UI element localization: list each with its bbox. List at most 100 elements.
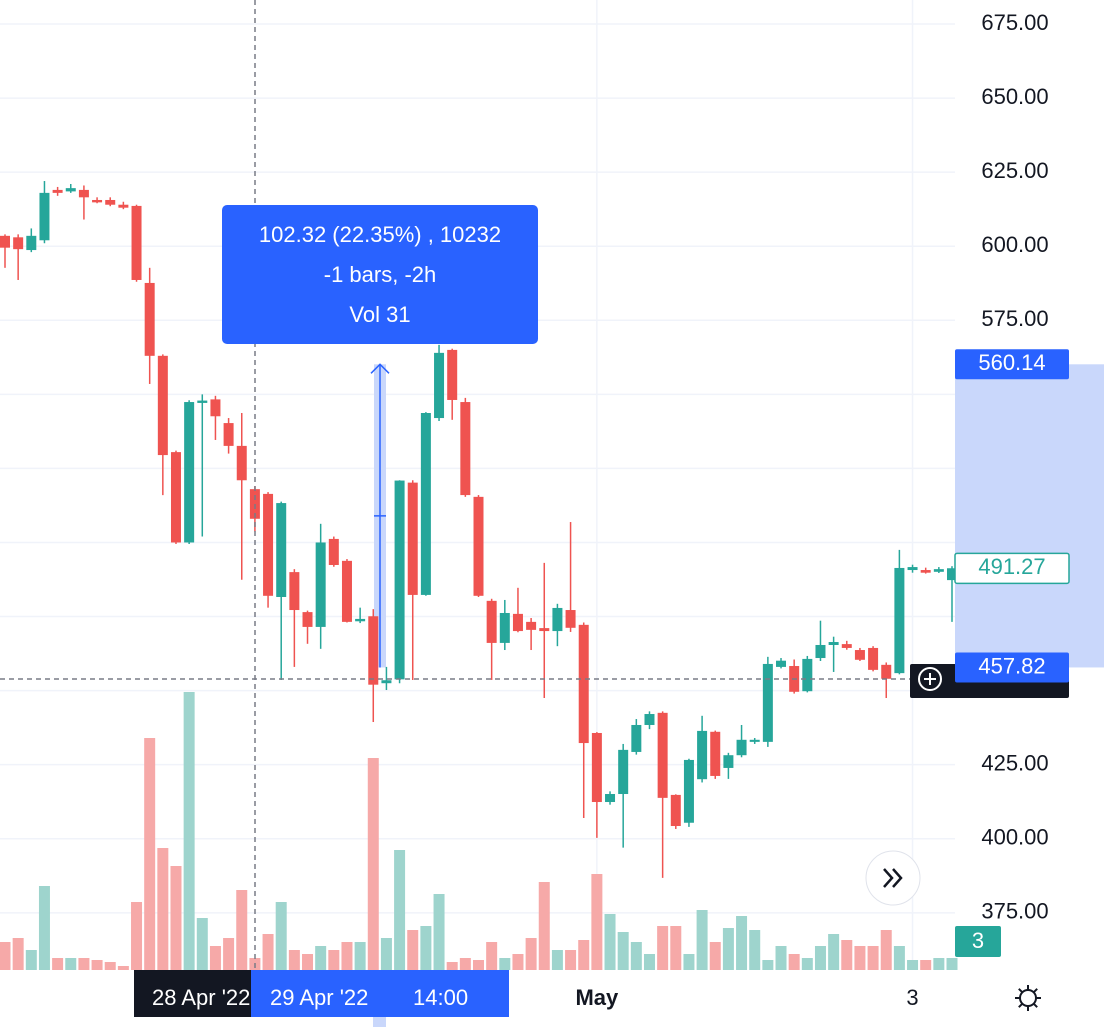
candle-body <box>868 647 879 670</box>
y-tick-label: 575.00 <box>981 306 1048 331</box>
volume-bar <box>736 916 748 970</box>
volume-bar <box>801 958 813 970</box>
y-tick-label: 675.00 <box>981 10 1048 35</box>
candle-body <box>302 612 313 627</box>
volume-bar <box>196 918 208 970</box>
volume-bar <box>367 758 379 970</box>
x-tick-label: 3 <box>906 985 918 1010</box>
candle-body <box>618 749 629 795</box>
candle-body <box>657 712 668 798</box>
candle-body <box>854 650 865 660</box>
measure-tooltip-text: Vol 31 <box>349 302 410 327</box>
add-button[interactable] <box>918 667 942 691</box>
volume-bar <box>788 954 800 970</box>
gear-tooth <box>1032 988 1038 994</box>
candle-body <box>157 355 168 456</box>
candle-body <box>394 480 405 680</box>
volume-bar <box>683 954 695 970</box>
volume-bar <box>157 848 169 970</box>
candle-body <box>92 199 103 203</box>
volume-bar <box>512 954 524 970</box>
price-label-box <box>955 349 1069 380</box>
volume-bar <box>604 914 616 970</box>
candle-body <box>420 413 431 595</box>
volume-bar <box>380 938 392 970</box>
volume-bar <box>643 954 655 970</box>
measure-tooltip <box>222 205 538 344</box>
candle-body <box>473 496 484 596</box>
candle-body <box>447 349 458 400</box>
volume-bar <box>828 934 840 970</box>
volume-bar <box>920 960 932 970</box>
candle-body <box>815 644 826 659</box>
y-tick-label: 600.00 <box>981 232 1048 257</box>
volume-bar <box>433 894 445 970</box>
volume-bar <box>551 950 563 970</box>
settings-button[interactable] <box>1015 985 1041 1011</box>
candle-body <box>170 452 181 543</box>
price-label: 560.14 <box>978 350 1045 375</box>
candle-body <box>512 613 523 632</box>
volume-bar <box>709 942 721 970</box>
volume-bar <box>25 950 37 970</box>
plot-area <box>0 181 958 970</box>
volume-bar <box>183 692 195 970</box>
candle-body <box>631 724 642 752</box>
price-label: 457.82 <box>978 653 1045 678</box>
candle-body <box>328 538 339 565</box>
volume-bar <box>907 960 919 970</box>
volume-bar <box>775 946 787 970</box>
volume-bar <box>630 942 642 970</box>
volume-bar <box>446 962 458 970</box>
candle-body <box>736 739 747 756</box>
price-label: 491.27 <box>978 554 1045 579</box>
candle-body <box>144 282 155 356</box>
candle-body <box>697 730 708 780</box>
volume-bar <box>236 890 248 970</box>
y-tick-label: 400.00 <box>981 825 1048 850</box>
candle-body <box>920 570 931 573</box>
volume-bar <box>880 930 892 970</box>
candle-body <box>236 445 247 481</box>
candle-body <box>710 731 721 776</box>
measure-axis-range <box>955 364 1104 668</box>
volume-bar <box>486 942 498 970</box>
volume-bar <box>459 958 471 970</box>
volume-bar <box>223 938 235 970</box>
gear-tooth <box>1032 1002 1038 1008</box>
candle-body <box>460 402 471 496</box>
candle-body <box>368 616 379 685</box>
candle-body <box>78 189 89 198</box>
volume-label-box <box>955 926 1001 957</box>
candle-body <box>289 572 300 611</box>
candle-body <box>947 568 957 581</box>
gear-tooth <box>1018 988 1024 994</box>
candle-body <box>762 663 773 742</box>
y-tick-label: 425.00 <box>981 750 1048 775</box>
volume-bar <box>473 960 484 970</box>
volume-bar <box>841 940 853 970</box>
volume-bar <box>933 958 945 970</box>
volume-bar <box>814 946 826 970</box>
candle-body <box>499 612 510 643</box>
measure-time-range <box>373 1017 386 1027</box>
gear-tooth <box>1018 1002 1024 1008</box>
volume-bar <box>315 946 327 970</box>
candle-body <box>565 610 576 628</box>
candle-body <box>65 188 76 192</box>
candle-body <box>26 235 37 251</box>
candle-body <box>828 642 839 645</box>
volume-bar <box>341 942 353 970</box>
candle-body <box>118 204 129 208</box>
y-tick-label: 375.00 <box>981 899 1048 924</box>
candle-body <box>670 794 681 827</box>
candle-body <box>591 732 602 803</box>
candle-body <box>105 199 116 205</box>
candle-body <box>355 618 366 622</box>
volume-bar <box>538 882 550 970</box>
volume-bar <box>117 966 129 970</box>
x-tick-label: May <box>575 985 619 1010</box>
candle-body <box>210 399 221 417</box>
measure-date: 29 Apr '22 <box>270 985 368 1010</box>
